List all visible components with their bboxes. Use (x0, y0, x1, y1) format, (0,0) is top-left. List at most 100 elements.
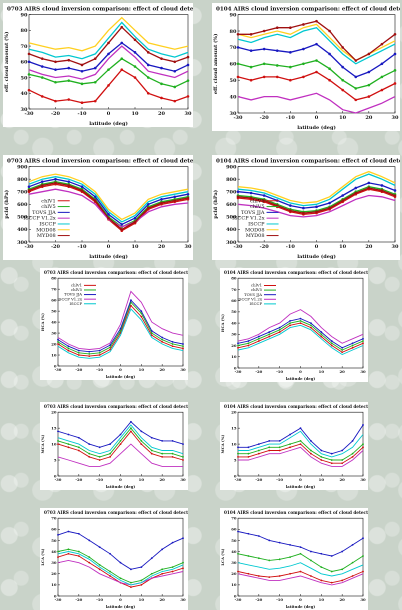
series-line (57, 427, 184, 458)
data-point (315, 59, 318, 62)
legend-label: ISCCP V1.2x (23, 216, 56, 222)
data-point (77, 351, 80, 354)
y-tick-label: 10 (51, 582, 57, 587)
y-tick-label: 40 (51, 549, 57, 554)
series-line (237, 92, 396, 114)
series-tovs-jja (57, 530, 184, 571)
x-tick-label: -30 (55, 367, 62, 372)
data-point (278, 446, 281, 449)
data-point (310, 440, 312, 442)
data-point (146, 203, 150, 206)
data-point (130, 568, 132, 571)
series-isccp-v1-2x (238, 446, 364, 467)
x-tick-label: -30 (235, 477, 242, 482)
data-point (161, 455, 164, 458)
chart-axes: -30 -20 -10 0 10 20 30 0 10 20 30 40 50 60 70 latitude … (220, 516, 366, 609)
data-point (289, 204, 292, 207)
data-point (54, 181, 57, 185)
series-isccp (237, 562, 364, 577)
data-point (40, 95, 44, 98)
data-point (146, 91, 150, 95)
data-point (67, 446, 70, 449)
data-point (380, 75, 384, 79)
y-tick-label: 70 (51, 516, 57, 521)
data-point (98, 568, 101, 571)
x-tick-label: -10 (96, 597, 103, 602)
data-point (57, 440, 59, 442)
data-point (98, 446, 101, 449)
y-tick-label: 30 (51, 330, 57, 335)
x-tick-label: -20 (51, 244, 61, 250)
series-myd08 (236, 186, 397, 215)
x-tick-label: 0 (315, 244, 319, 250)
data-point (354, 191, 358, 195)
y-tick-label: 90 (230, 12, 237, 18)
data-point (77, 555, 80, 557)
data-point (88, 556, 91, 558)
x-tick-label: -30 (235, 369, 242, 374)
data-point (289, 543, 291, 546)
series-line (57, 424, 184, 455)
y-tick-label: 40 (231, 320, 237, 325)
data-point (186, 95, 190, 98)
data-point (367, 83, 371, 87)
data-point (362, 342, 364, 345)
series-isccp (28, 176, 189, 223)
data-point (302, 206, 305, 210)
data-point (299, 552, 302, 555)
y-tick-label: 30 (230, 111, 237, 117)
x-axis-label: latitude (deg) (297, 124, 336, 131)
data-point (67, 58, 71, 62)
data-point (77, 446, 80, 449)
series-line (237, 324, 364, 356)
data-point (236, 75, 240, 79)
data-point (57, 533, 59, 536)
data-point (249, 32, 253, 36)
chart-panel: 0703 AIRS cloud inversion comparison: ef… (40, 402, 188, 490)
series-tovs-jja (237, 530, 364, 557)
data-point (119, 561, 122, 564)
data-point (186, 192, 190, 196)
data-point (140, 443, 143, 445)
x-tick-label: 20 (158, 111, 165, 117)
series-line (237, 194, 396, 218)
data-point (182, 443, 184, 445)
x-tick-label: -10 (286, 115, 296, 121)
y-tick-label: 20 (51, 410, 57, 415)
data-point (237, 346, 239, 349)
y-tick-label: 20 (231, 343, 237, 348)
data-point (341, 199, 344, 202)
data-point (80, 189, 84, 192)
y-tick-label: 10 (231, 354, 237, 359)
data-point (182, 537, 184, 540)
x-tick-label: 20 (160, 477, 166, 482)
data-point (299, 443, 302, 445)
data-point (57, 550, 59, 553)
series-line (57, 559, 184, 586)
x-tick-label: 20 (340, 369, 346, 374)
series-line (28, 21, 189, 60)
x-tick-label: 0 (119, 477, 122, 482)
y-axis-label: HCA (%) (40, 313, 45, 331)
data-point (328, 29, 331, 33)
y-tick-label: 50 (51, 308, 57, 313)
data-point (88, 455, 91, 458)
data-point (109, 455, 111, 458)
data-point (354, 98, 358, 102)
data-point (362, 424, 364, 426)
series-line (57, 290, 184, 350)
data-point (310, 324, 312, 327)
data-point (257, 535, 260, 537)
data-point (247, 452, 250, 455)
plot-frame (57, 517, 184, 597)
series-line (238, 446, 364, 467)
data-point (57, 443, 59, 445)
data-point (88, 452, 91, 455)
y-tick-label: 30 (231, 560, 237, 565)
y-tick-label: 60 (231, 527, 237, 532)
data-point (247, 455, 250, 458)
x-tick-label: 10 (339, 244, 346, 250)
data-point (341, 351, 344, 354)
data-point (140, 430, 143, 433)
series-myd08 (27, 181, 190, 231)
